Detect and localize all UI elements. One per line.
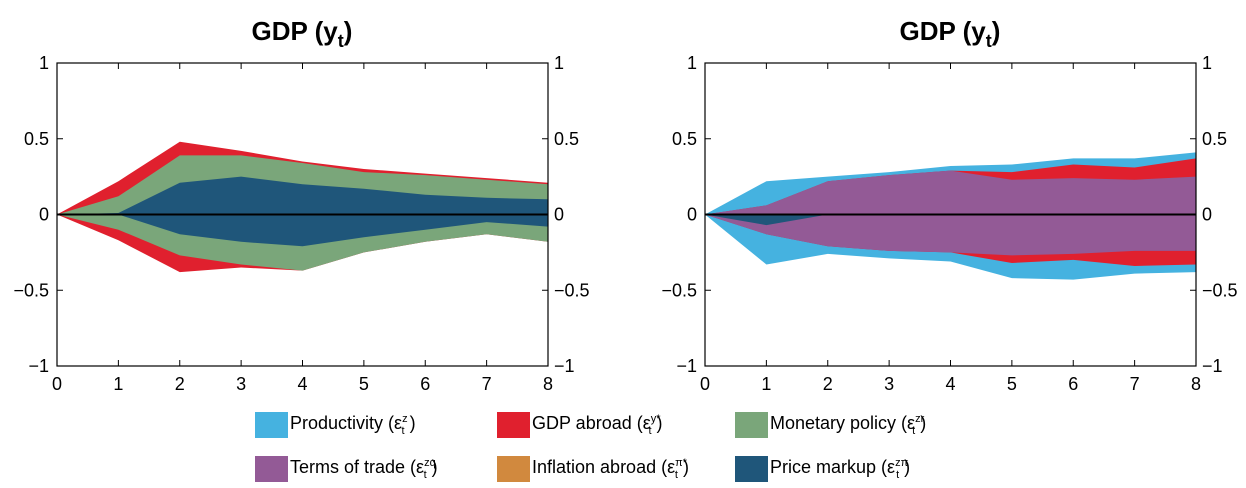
legend-item: Monetary policy (εzrt ): [735, 408, 926, 442]
x-tick-label: 3: [884, 374, 894, 394]
legend-swatch: [497, 456, 530, 482]
y-tick-label-right: −0.5: [1202, 280, 1238, 300]
y-tick-label: −1: [676, 356, 697, 376]
x-tick-label: 8: [543, 374, 553, 394]
y-tick-label: −0.5: [661, 280, 697, 300]
x-tick-label: 7: [482, 374, 492, 394]
legend-swatch: [735, 456, 768, 482]
legend-item: Terms of trade (εzqt ): [255, 452, 438, 486]
legend-swatch: [735, 412, 768, 438]
legend-item: Inflation abroad (επ*t ): [497, 452, 689, 486]
band-price-markup: [705, 214, 1196, 226]
y-tick-label-right: 1: [554, 53, 564, 73]
y-tick-label: 1: [39, 53, 49, 73]
chart-title: GDP (yt): [252, 16, 353, 51]
legend-swatch: [255, 456, 288, 482]
x-tick-label: 2: [175, 374, 185, 394]
chart-title: GDP (yt): [900, 16, 1001, 51]
y-tick-label-right: 0: [1202, 205, 1212, 225]
y-tick-label: 0.5: [672, 129, 697, 149]
legend-swatch: [497, 412, 530, 438]
legend-label: Monetary policy (εzrt ): [770, 413, 927, 437]
y-tick-label-right: 1: [1202, 53, 1212, 73]
y-tick-label-right: −1: [1202, 356, 1223, 376]
legend-item: Productivity (εzt ): [255, 408, 416, 442]
legend-item: GDP abroad (εy*t ): [497, 408, 663, 442]
legend-label: Terms of trade (εzqt ): [290, 457, 438, 481]
y-tick-label-right: 0: [554, 205, 564, 225]
x-tick-label: 5: [1007, 374, 1017, 394]
band-terms-of-trade: [705, 170, 1196, 256]
x-tick-label: 6: [1068, 374, 1078, 394]
x-tick-label: 3: [236, 374, 246, 394]
y-tick-label: 0: [687, 205, 697, 225]
legend-label: Inflation abroad (επ*t ): [532, 457, 689, 481]
y-tick-label: 0.5: [24, 129, 49, 149]
legend-label: GDP abroad (εy*t ): [532, 413, 663, 437]
x-tick-label: 4: [945, 374, 955, 394]
legend-label: Price markup (εzπt ): [770, 457, 911, 481]
x-tick-label: 1: [113, 374, 123, 394]
chart-panel-1: GDP (yt) −1 −1 −0.5 −0.5 0 0 0.5 0.5 1 1 0 1 2 3 4 5 6 7 8: [13, 16, 589, 394]
x-tick-label: 5: [359, 374, 369, 394]
legend-label: Productivity (εzt ): [290, 413, 416, 437]
x-tick-label: 4: [297, 374, 307, 394]
y-tick-label: −0.5: [13, 280, 49, 300]
x-tick-label: 2: [823, 374, 833, 394]
y-tick-label-right: 0.5: [554, 129, 579, 149]
figure: GDP (yt)−1 −1−0.5 −0.50 00.5 0.51 10 1 2 3 4 5 6 7 8G…: [13, 16, 1237, 394]
legend-item: Price markup (εzπt ): [735, 452, 910, 486]
y-tick-label: −1: [28, 356, 49, 376]
band-price-markup: [57, 176, 548, 247]
x-tick-label: 6: [420, 374, 430, 394]
x-tick-label: 0: [52, 374, 62, 394]
y-tick-label-right: 0.5: [1202, 129, 1227, 149]
chart-panel-2: GDP (yt) −1 −1 −0.5 −0.5 0 0 0.5 0.5 1 1 0 1 2 3 4 5 6 7 8: [661, 16, 1237, 394]
y-tick-label: 1: [687, 53, 697, 73]
x-tick-label: 8: [1191, 374, 1201, 394]
y-tick-label: 0: [39, 205, 49, 225]
y-tick-label-right: −1: [554, 356, 575, 376]
x-tick-label: 7: [1130, 374, 1140, 394]
x-tick-label: 0: [700, 374, 710, 394]
legend-swatch: [255, 412, 288, 438]
y-tick-label-right: −0.5: [554, 280, 590, 300]
x-tick-label: 1: [761, 374, 771, 394]
